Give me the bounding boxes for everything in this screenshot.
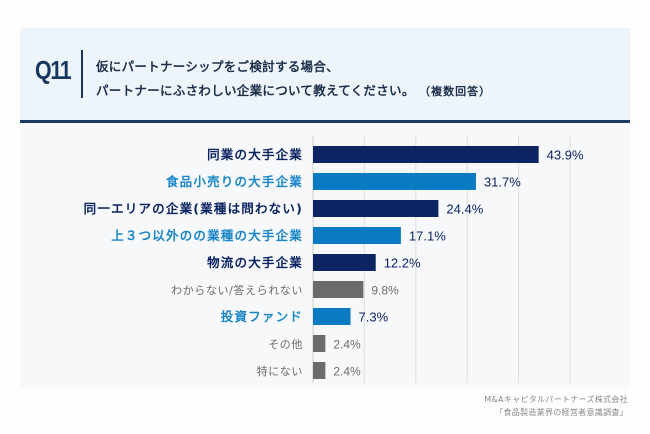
value-label: 2.4% xyxy=(333,338,361,352)
bar xyxy=(313,227,401,244)
bar xyxy=(313,200,439,217)
value-label: 43.9% xyxy=(547,148,584,163)
category-label: 投資ファンド xyxy=(221,309,303,324)
value-label: 17.1% xyxy=(409,229,446,244)
bar xyxy=(313,173,476,190)
question-number: Q11 xyxy=(35,55,72,85)
value-label: 24.4% xyxy=(446,202,483,217)
value-labels: 43.9% 31.7%24.4%17.1% 12.2% 9.8% 7.3% 2.4% 2.4… xyxy=(333,148,584,379)
footer-company: M&Aキャピタルパートナーズ株式会社 xyxy=(484,395,628,404)
value-label: 12.2% xyxy=(384,256,421,271)
value-label: 7.3% xyxy=(359,310,389,325)
bar xyxy=(313,146,539,163)
bar xyxy=(313,335,326,352)
category-label: 上３つ以外のの業種の大手企業 xyxy=(111,228,303,243)
value-label: 31.7% xyxy=(484,175,521,190)
question-header-box xyxy=(20,28,630,120)
category-label: 同業の大手企業 xyxy=(207,147,303,162)
bar xyxy=(313,308,351,325)
question-text-line2: パートナーにふさわしい企業について教えてください。 （複数回答） xyxy=(96,80,491,99)
category-label: わからない/答えられない xyxy=(171,283,303,297)
bar xyxy=(313,254,376,271)
category-label: 特にない xyxy=(257,364,303,378)
value-label: 9.8% xyxy=(371,284,399,298)
question-note: （複数回答） xyxy=(424,85,492,98)
category-label: 物流の大手企業 xyxy=(207,255,303,270)
bar xyxy=(313,281,364,298)
question-text-line2-main: パートナーにふさわしい企業について教えてください。 xyxy=(96,83,415,98)
category-label: 同一エリアの企業(業種は問わない) xyxy=(84,201,303,216)
question-text-line1: 仮にパートナーシップをご検討する場合、 xyxy=(96,59,339,74)
category-label: 食品小売りの大手企業 xyxy=(165,174,303,189)
footer-survey: 「食品製造業界の経営者意識調査」 xyxy=(495,408,628,417)
bar xyxy=(313,362,326,379)
header-rule xyxy=(20,120,630,123)
value-label: 2.4% xyxy=(333,365,361,379)
category-label: その他 xyxy=(268,338,303,351)
question-divider xyxy=(81,50,83,98)
bars xyxy=(313,146,539,379)
